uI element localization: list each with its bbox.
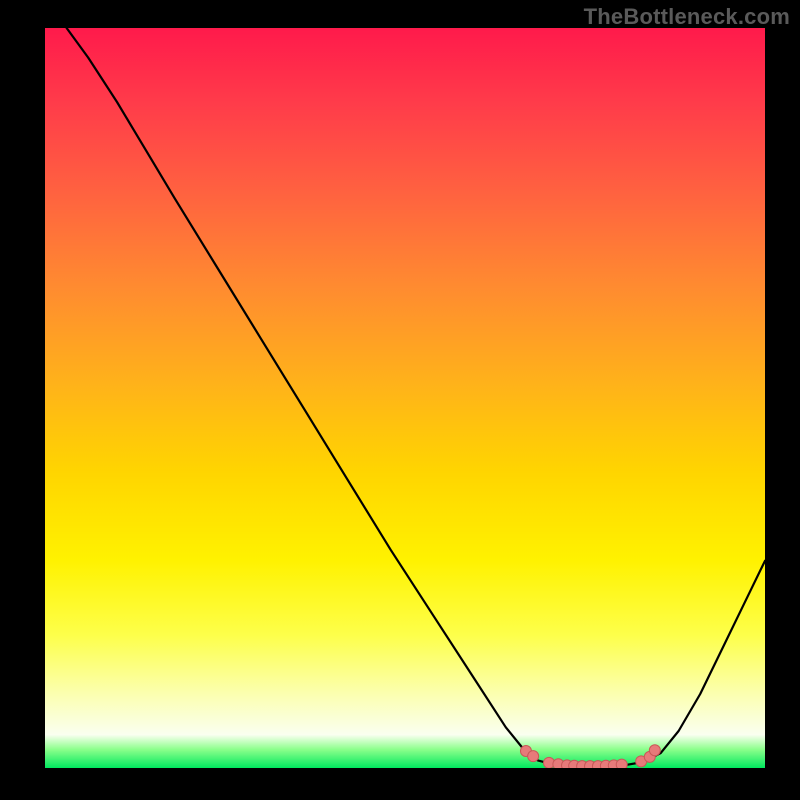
watermark-text: TheBottleneck.com — [584, 4, 790, 30]
plot-area — [45, 28, 765, 768]
chart-svg — [45, 28, 765, 768]
chart-frame: TheBottleneck.com — [0, 0, 800, 800]
